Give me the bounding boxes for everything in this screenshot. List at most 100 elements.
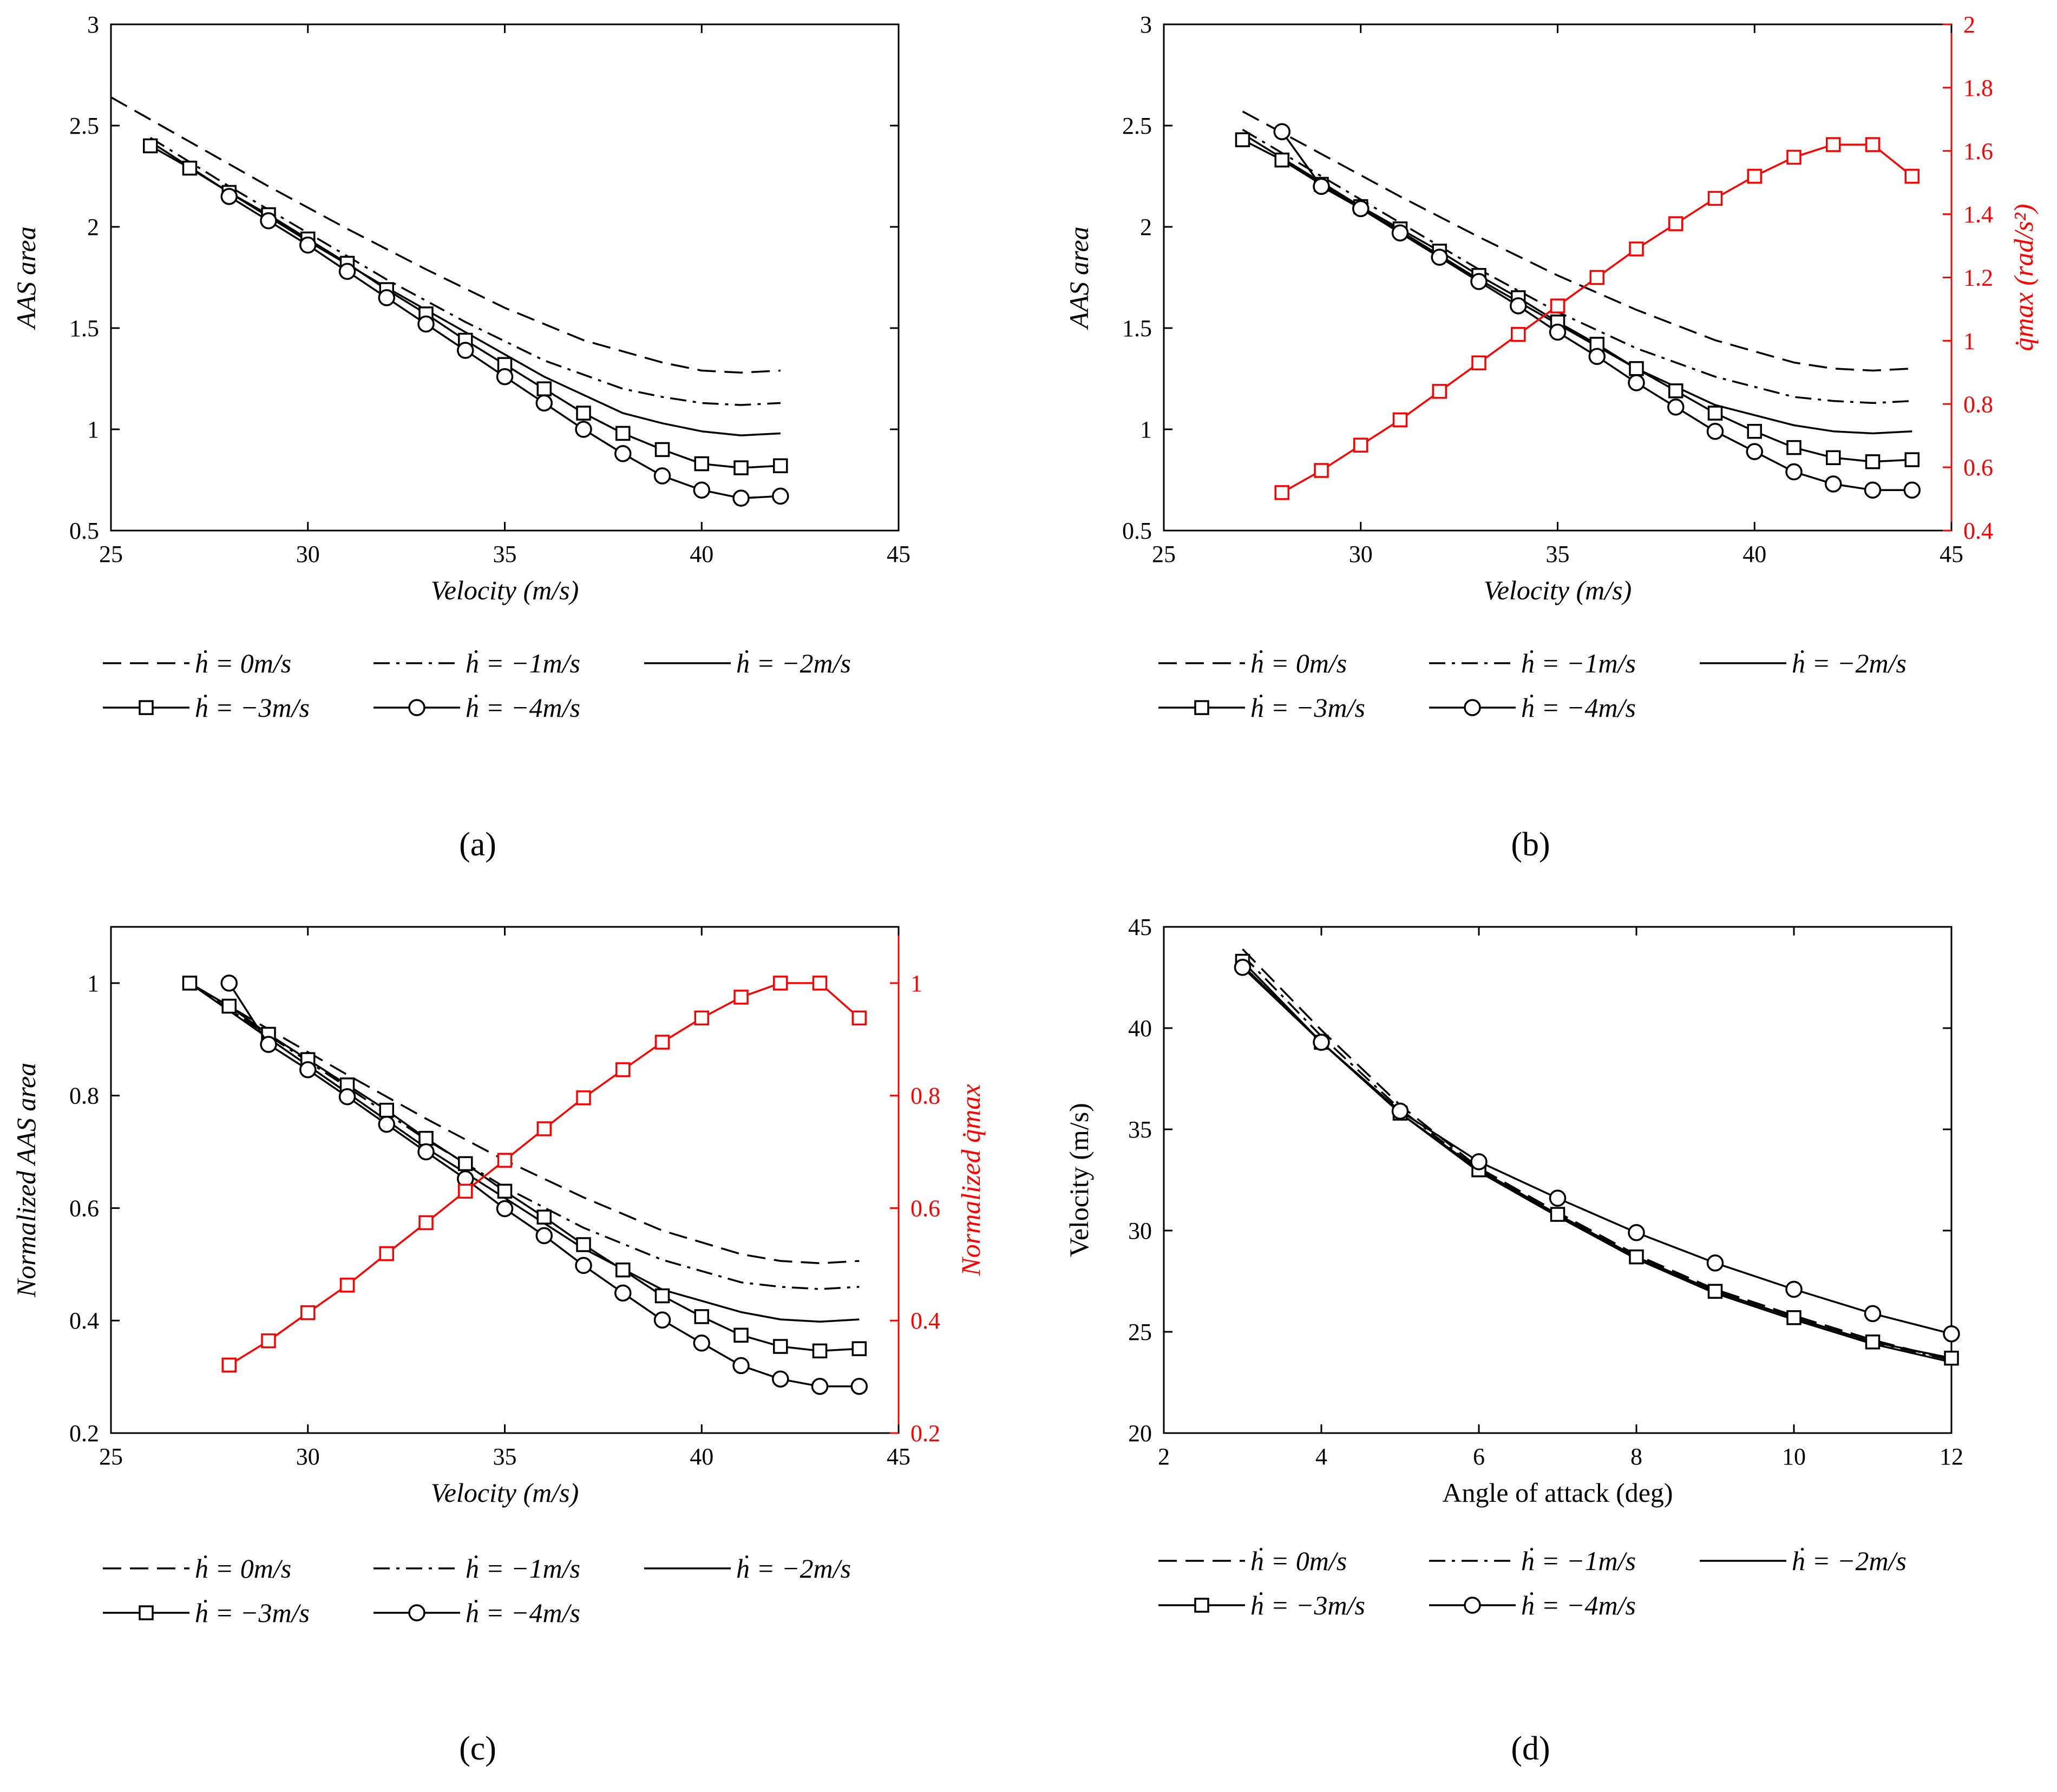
circle-marker [1549,323,1567,341]
legend-label: ḣ = −3m/s [1250,1590,1365,1620]
circle-marker [1549,1189,1567,1207]
series-4 [220,975,868,1395]
circle-marker [1785,463,1803,481]
square-marker [1707,191,1723,206]
circle-marker [614,445,632,462]
series-5 [221,976,867,1373]
legend-label: ḣ = −2m/s [1792,648,1907,678]
y-tick-label: 1.5 [69,315,99,342]
square-marker [143,138,158,154]
legend-label: ḣ = −4m/s [1521,1590,1636,1620]
y-right-tick-label: 1.6 [1963,138,1993,165]
circle-marker [653,1311,671,1329]
x-tick-label: 35 [1546,541,1570,567]
y-tick-label: 0.5 [1122,518,1152,544]
square-marker [1707,406,1723,421]
legend-label: ḣ = −4m/s [466,692,580,723]
circle-marker [1313,1034,1330,1051]
square-marker [1432,384,1447,399]
square-marker [182,160,198,176]
circle-marker [575,1257,592,1274]
circle-marker [850,1378,868,1395]
square-marker [576,1237,591,1252]
square-marker [1629,1249,1644,1265]
circle-marker [811,1378,829,1395]
square-marker [536,1121,552,1136]
series-line [1242,966,1952,1335]
y-tick-label: 40 [1128,1015,1152,1042]
circle-marker [1628,1224,1645,1241]
square-marker [458,1156,473,1172]
y-tick-label: 0.6 [69,1195,99,1221]
legend-label: ḣ = −1m/s [1521,1546,1636,1576]
series-line [1242,964,1952,1363]
series-0 [1242,110,1912,372]
legend-square-marker [1194,1598,1209,1613]
panel-caption: (b) [1511,826,1550,863]
circle-marker [1628,374,1645,391]
x-axis-label: Velocity (m/s) [431,1477,579,1508]
square-marker [1747,168,1762,184]
circle-marker [1667,398,1685,416]
y-right-tick-label: 0.6 [910,1195,940,1221]
circle-marker [1825,475,1842,493]
square-marker [536,381,552,396]
legend: ḣ = 0m/s ḣ = −1m/s ḣ = −2m/s ḣ = −3m/s ḣ = −… [103,648,851,723]
square-marker [418,1215,434,1231]
x-axis-label: Angle of attack (deg) [1442,1477,1673,1508]
series-3 [1235,132,1920,469]
square-marker [379,1102,394,1118]
square-marker [1589,270,1604,285]
circle-marker [417,1143,435,1161]
circle-marker [299,236,317,254]
circle-marker [378,1115,395,1133]
legend-label: ḣ = −1m/s [466,648,580,678]
y-tick-label: 20 [1128,1420,1152,1447]
legend-label: ḣ = −4m/s [1521,692,1636,723]
circle-marker [299,1061,317,1078]
legend-label: ḣ = −1m/s [1521,648,1636,678]
legend-circle-marker [1464,1597,1481,1614]
series-line [149,136,781,406]
square-marker [221,998,237,1014]
square-marker [694,1010,709,1026]
series-0 [1242,948,1952,1362]
circle-marker [614,1284,632,1302]
y-right-tick-label: 2 [1963,11,1975,38]
chart-c: 25 30 35 40 450.20.40.60.810.20.40.60.81Velo… [11,926,986,1767]
circle-marker [1785,1280,1803,1298]
square-marker [1550,1207,1565,1222]
circle-marker [732,1357,750,1375]
legend-label: ḣ = 0m/s [1250,648,1347,678]
circle-marker [1510,297,1527,315]
legend-label: ḣ = −3m/s [1250,692,1365,723]
x-tick-label: 40 [690,1443,713,1470]
legend-label: ḣ = 0m/s [1250,1546,1347,1576]
x-tick-label: 25 [99,541,123,567]
square-marker [1826,450,1841,466]
x-tick-label: 45 [1940,541,1963,567]
circle-marker [575,421,592,438]
square-marker [1904,168,1920,184]
square-marker [1944,1350,1959,1366]
panel-caption: (c) [459,1730,496,1767]
series-line [189,982,860,1290]
y-tick-label: 3 [1140,11,1152,38]
y-tick-label: 1 [87,416,99,443]
circle-marker [496,1200,514,1218]
square-marker [1786,440,1801,455]
x-tick-label: 10 [1782,1443,1806,1470]
series-3 [143,138,788,475]
circle-marker [1746,443,1763,460]
square-marker [1511,326,1526,342]
square-marker [654,1035,670,1050]
square-marker [1865,1334,1881,1350]
series-line [1242,110,1912,372]
square-marker [458,1183,473,1199]
x-tick-label: 8 [1630,1443,1642,1470]
series-line [1242,128,1912,404]
square-marker [1668,383,1683,398]
y-tick-label: 3 [87,11,99,38]
circle-marker [1864,481,1882,499]
y-right-tick-label: 1.8 [1963,75,1993,101]
